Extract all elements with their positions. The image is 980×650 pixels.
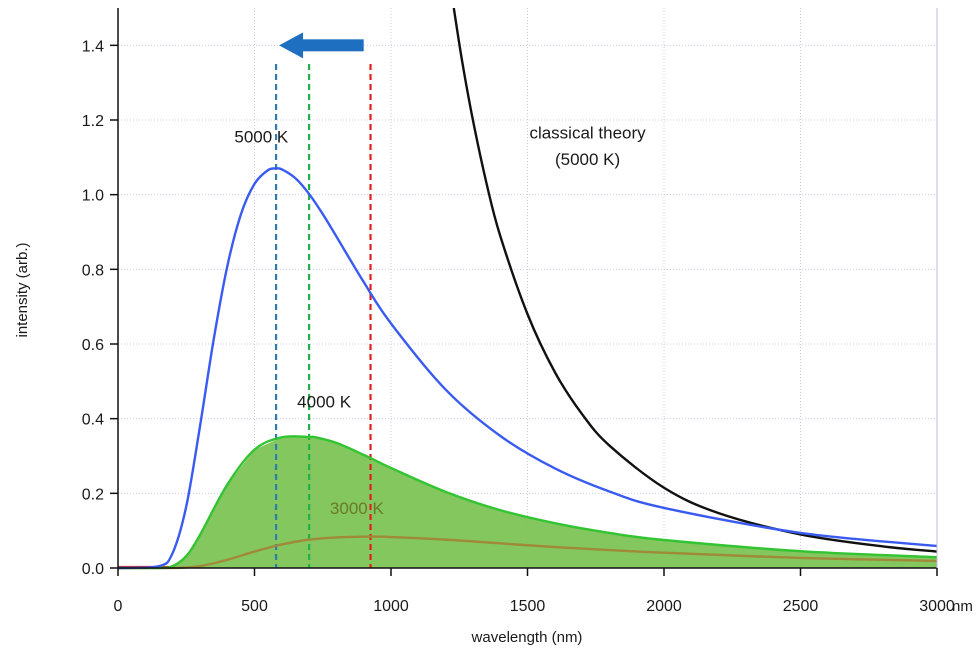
x-tick-label: 0	[114, 598, 123, 615]
y-tick-label: 1.2	[82, 113, 104, 130]
y-tick-label: 1.0	[82, 188, 104, 205]
y-axis-title: intensity (arb.)	[14, 242, 31, 337]
series-line	[118, 167, 938, 570]
shift-arrow-head	[279, 32, 304, 59]
x-tick-label: 500	[241, 598, 268, 615]
y-tick-label: 0.8	[82, 262, 104, 279]
series-line	[118, 535, 938, 570]
x-axis-title: wavelength (nm)	[471, 629, 583, 646]
annotation-5000: 5000 K	[234, 127, 289, 146]
ticks: 0 500 1000 1500 2000 2500 3000 0.0 0.2 0.4 0.6 0.8 1…	[82, 38, 955, 615]
fills	[118, 436, 937, 568]
series-line	[118, 435, 938, 570]
annotation-classical-1: classical theory	[529, 124, 646, 143]
annotation-classical-2: (5000 K)	[555, 150, 620, 169]
shift-arrow-shaft	[295, 39, 364, 52]
annotation-4000: 4000 K	[297, 392, 352, 411]
x-tick-label: 2500	[783, 598, 819, 615]
x-tick-label: 3000	[919, 598, 955, 615]
annotation-3000: 3000 K	[330, 499, 385, 518]
y-tick-label: 0.6	[82, 337, 104, 354]
y-tick-label: 0.4	[82, 412, 104, 429]
series-lines	[118, 8, 938, 570]
x-tick-label: 1000	[373, 598, 409, 615]
y-tick-label: 0.2	[82, 486, 104, 503]
series-line	[452, 8, 938, 553]
x-axis-unit: nm	[952, 598, 973, 615]
annotations: 5000 K 4000 K 3000 K classical theory (5000 …	[234, 124, 646, 518]
y-tick-label: 1.4	[82, 38, 104, 55]
peak-markers	[274, 32, 372, 568]
series-fill	[118, 436, 937, 568]
y-tick-label: 0.0	[82, 561, 104, 578]
x-tick-label: 1500	[510, 598, 546, 615]
x-tick-label: 2000	[646, 598, 682, 615]
